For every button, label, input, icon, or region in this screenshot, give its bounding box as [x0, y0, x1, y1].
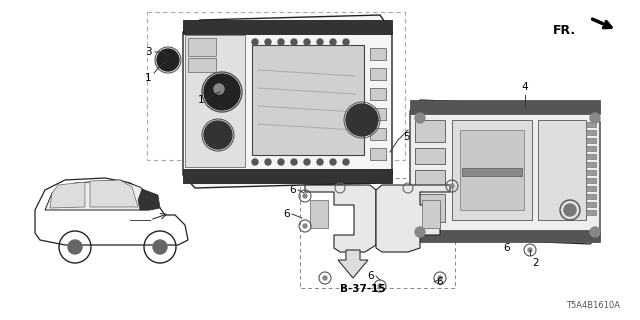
- Bar: [422, 200, 440, 228]
- Bar: [183, 20, 392, 34]
- Bar: [370, 88, 386, 100]
- Circle shape: [68, 240, 82, 254]
- Circle shape: [278, 39, 284, 45]
- Bar: [147, 12, 405, 160]
- Bar: [586, 122, 596, 127]
- Bar: [370, 48, 386, 60]
- Bar: [586, 210, 596, 215]
- Bar: [370, 128, 386, 140]
- Bar: [188, 58, 216, 72]
- Circle shape: [252, 159, 258, 165]
- Polygon shape: [338, 250, 368, 278]
- Circle shape: [343, 39, 349, 45]
- Circle shape: [346, 104, 378, 136]
- Circle shape: [438, 276, 442, 280]
- Circle shape: [304, 39, 310, 45]
- Polygon shape: [45, 180, 158, 210]
- Text: B-37-15: B-37-15: [340, 284, 386, 294]
- Bar: [300, 178, 455, 288]
- Text: 6: 6: [504, 243, 510, 253]
- Circle shape: [564, 204, 576, 216]
- Bar: [188, 38, 216, 56]
- Circle shape: [450, 184, 454, 188]
- Circle shape: [204, 74, 240, 110]
- Circle shape: [204, 121, 232, 149]
- Bar: [586, 178, 596, 183]
- Bar: [185, 35, 245, 167]
- Circle shape: [265, 39, 271, 45]
- Polygon shape: [305, 185, 376, 252]
- Circle shape: [590, 113, 600, 123]
- Text: T5A4B1610A: T5A4B1610A: [566, 301, 620, 310]
- Polygon shape: [50, 182, 85, 208]
- Bar: [586, 162, 596, 167]
- Text: 6: 6: [367, 271, 374, 281]
- Bar: [370, 148, 386, 160]
- Text: 3: 3: [145, 47, 152, 57]
- Bar: [415, 170, 445, 188]
- Bar: [586, 154, 596, 159]
- Circle shape: [291, 159, 297, 165]
- Text: 2: 2: [532, 258, 540, 268]
- Text: 5: 5: [403, 132, 410, 142]
- Bar: [370, 108, 386, 120]
- Polygon shape: [90, 180, 138, 207]
- Circle shape: [415, 113, 425, 123]
- Bar: [252, 45, 364, 155]
- Bar: [410, 100, 600, 114]
- Bar: [460, 130, 524, 210]
- Circle shape: [291, 39, 297, 45]
- Text: 6: 6: [436, 277, 443, 287]
- Polygon shape: [376, 185, 450, 252]
- Circle shape: [330, 39, 336, 45]
- Bar: [415, 194, 445, 222]
- Bar: [586, 146, 596, 151]
- Circle shape: [153, 240, 167, 254]
- Circle shape: [317, 159, 323, 165]
- Circle shape: [252, 39, 258, 45]
- Bar: [415, 120, 445, 142]
- Polygon shape: [410, 100, 600, 244]
- Text: 1: 1: [197, 95, 204, 105]
- Text: 6: 6: [289, 185, 296, 195]
- Text: 6: 6: [284, 209, 290, 219]
- Circle shape: [528, 248, 532, 252]
- Circle shape: [157, 49, 179, 71]
- Text: FR.: FR.: [553, 23, 576, 36]
- Bar: [586, 138, 596, 143]
- Bar: [538, 120, 586, 220]
- Bar: [462, 168, 522, 176]
- Polygon shape: [138, 189, 160, 210]
- Circle shape: [378, 284, 382, 288]
- Bar: [310, 200, 328, 228]
- Bar: [586, 194, 596, 199]
- Circle shape: [303, 224, 307, 228]
- Bar: [586, 130, 596, 135]
- Polygon shape: [183, 15, 392, 188]
- Bar: [586, 202, 596, 207]
- Bar: [586, 170, 596, 175]
- Circle shape: [278, 159, 284, 165]
- Bar: [183, 169, 392, 183]
- Bar: [370, 68, 386, 80]
- Circle shape: [304, 159, 310, 165]
- Circle shape: [317, 39, 323, 45]
- Bar: [586, 186, 596, 191]
- Bar: [410, 230, 600, 242]
- Circle shape: [330, 159, 336, 165]
- Bar: [452, 120, 532, 220]
- Circle shape: [415, 227, 425, 237]
- Circle shape: [590, 227, 600, 237]
- Circle shape: [265, 159, 271, 165]
- Circle shape: [323, 276, 327, 280]
- Text: 4: 4: [522, 82, 528, 92]
- Text: 1: 1: [145, 73, 151, 83]
- Circle shape: [303, 194, 307, 198]
- Bar: [415, 148, 445, 164]
- Circle shape: [343, 159, 349, 165]
- Circle shape: [214, 84, 224, 94]
